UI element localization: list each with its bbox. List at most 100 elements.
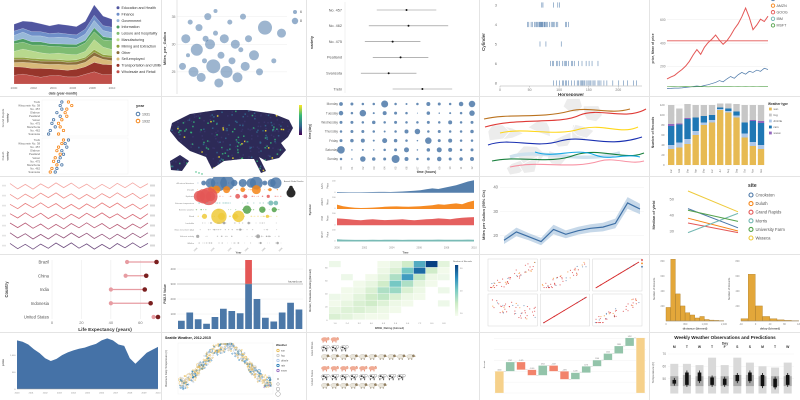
chart-stock-mean-price-line[interactable]: 200 400 600 price, Mean of price AAPL AMZN GOO… [650, 0, 800, 97]
svg-text:distance (binned): distance (binned) [683, 327, 708, 331]
svg-text:20: 20 [325, 307, 328, 309]
svg-text:800: 800 [661, 260, 666, 263]
svg-text:Education and Health: Education and Health [122, 6, 156, 10]
chart-mpg-confidence-line[interactable]: 20 30 40 Miles per Gallon (95% CIs) [480, 177, 650, 255]
svg-text:Duluth: Duluth [756, 201, 769, 206]
svg-text:Manchuria: Manchuria [27, 163, 41, 167]
svg-text:Price: Price [327, 215, 330, 221]
svg-text:GOOG: GOOG [777, 10, 788, 14]
svg-text:8.0: 8.0 [430, 323, 434, 325]
svg-text:40: 40 [109, 320, 114, 325]
svg-text:25: 25 [172, 70, 176, 74]
svg-text:01: 01 [350, 166, 354, 169]
chart-wavy-multi-lines[interactable] [0, 177, 162, 255]
svg-text:Rotten_Tomatoes_Rating (binned: Rotten_Tomatoes_Rating (binned) [308, 269, 312, 311]
svg-text:0: 0 [755, 323, 757, 326]
chart-flight-histograms[interactable]: 200 400 600 800 Number of Records 0 800 1,600 2,… [650, 255, 800, 333]
chart-imdb-binned-heatmap[interactable]: 1.6 2.4 3.2 4.0 4.8 5.6 6.4 7.2 8.0 8.8 0 20 40 60 80 I… [307, 255, 480, 333]
svg-text:04: 04 [383, 166, 387, 169]
svg-text:Peatland: Peatland [327, 56, 342, 60]
svg-text:400: 400 [661, 290, 666, 293]
chart-yield-slope-graph[interactable]: 30 40 50 Median of yield site Crookston Duluth… [650, 177, 800, 255]
svg-text:year: year [136, 103, 145, 108]
mpg-bubbles-canvas: 25 30 35 Miles_per_Gallon 6 8 [162, 0, 302, 94]
chart-life-expectancy-lollipop[interactable]: 0 20 40 60 Country Life Expectancy (years) Bra… [0, 255, 162, 333]
svg-text:Jul: Jul [719, 169, 722, 173]
chart-profit-waterfall[interactable]: Amount 4000 1707 -1425 -1030 1812 -1067 -1481 12… [480, 333, 650, 400]
svg-text:1,600: 1,600 [702, 323, 709, 326]
pm25-threshold-bars-canvas: 100 200 300 400 PM2.5 Value hazardous [163, 260, 303, 329]
svg-text:Volcanic activity: Volcanic activity [180, 235, 194, 238]
svg-text:4: 4 [495, 22, 498, 27]
svg-text:2,400: 2,400 [721, 323, 728, 326]
chart-scatter-matrix[interactable] [480, 255, 650, 333]
svg-text:MSFT: MSFT [777, 24, 788, 28]
svg-text:Trebi: Trebi [34, 100, 41, 104]
chart-sp500-area[interactable]: 0 500 1,000 price 2000 2001 2002 2003 2004 2005 20… [0, 333, 162, 400]
svg-text:Country: Country [4, 281, 9, 298]
svg-text:AMZN: AMZN [321, 198, 324, 205]
svg-text:Crookston: Crookston [756, 193, 776, 198]
svg-text:1920: 1920 [211, 247, 216, 252]
svg-text:MSFT: MSFT [321, 231, 324, 238]
svg-text:Median of yield: Median of yield [651, 200, 656, 229]
svg-text:Svansota: Svansota [28, 132, 40, 136]
chart-livestock-isotype[interactable]: Great Britain United States [307, 333, 480, 400]
chart-seattle-weather-scatter[interactable]: Seattle Weather, 2012-2015 Maximum Daily … [162, 333, 307, 400]
svg-text:Extreme weather: Extreme weather [179, 208, 194, 211]
svg-text:50: 50 [670, 196, 675, 201]
svg-text:hazardous: hazardous [288, 280, 303, 284]
chart-pm25-threshold-bars[interactable]: 100 200 300 400 PM2.5 Value hazardous [162, 255, 307, 333]
svg-text:0: 0 [665, 323, 667, 326]
chart-unemployment-stacked-area[interactable]: 2000 2002 2004 2006 2008 2010 date (year-month… [0, 0, 162, 97]
svg-text:600: 600 [660, 18, 666, 22]
svg-text:1960: 1960 [245, 247, 250, 252]
svg-text:35: 35 [172, 15, 176, 19]
svg-text:1900: 1900 [194, 247, 199, 252]
chart-london-tube-map[interactable] [480, 97, 650, 177]
svg-text:Cylinder: Cylinder [481, 33, 486, 51]
svg-text:-1481: -1481 [562, 369, 567, 371]
svg-text:10: 10 [460, 313, 463, 315]
svg-text:3: 3 [495, 2, 498, 7]
svg-text:Government: Government [122, 19, 142, 23]
svg-text:Apr: Apr [694, 169, 697, 173]
svg-text:1388: 1388 [617, 344, 621, 346]
chart-mpg-bubble-scatter[interactable]: 25 30 35 Miles_per_Gallon 6 8 [162, 0, 307, 97]
svg-text:Transportation and Utilities: Transportation and Utilities [122, 64, 163, 68]
svg-text:delay (binned): delay (binned) [760, 327, 780, 331]
svg-text:60: 60 [662, 365, 666, 369]
chart-us-county-choropleth[interactable] [162, 97, 307, 177]
chart-seattle-weather-stacked-bars[interactable]: 0 20 40 60 80 100 120 Number of Records Jan Feb Ma… [650, 97, 800, 177]
svg-text:Miles per Gallon (95% CIs): Miles per Gallon (95% CIs) [481, 189, 486, 240]
seattle-weather-scatter-canvas: Seattle Weather, 2012-2015 Maximum Daily … [164, 336, 289, 397]
svg-text:Manufacturing: Manufacturing [122, 38, 145, 42]
seattle-weather-bars-canvas: 0 20 40 60 80 100 120 Number of Records Jan Feb Ma… [651, 102, 788, 173]
chart-natural-disaster-bubbles[interactable]: All natural disasters Drought Epidemic Extr… [162, 177, 307, 255]
chart-barley-error-bars[interactable]: variety No. 457 No. 462 No. 475 Peatland Svan… [307, 0, 480, 97]
svg-text:00: 00 [339, 166, 343, 169]
chart-stock-price-facets[interactable]: Symbol AAPL Price 200 0 AMZN Price 200 0 IBM Price… [307, 177, 480, 255]
svg-text:200: 200 [615, 88, 621, 92]
svg-text:Number of Records: Number of Records [652, 277, 656, 300]
chart-barley-trellis-dots[interactable]: Grand Rapids variety Trebi Wisconsin No. 38… [0, 97, 162, 177]
svg-text:09: 09 [437, 166, 441, 169]
svg-text:4000: 4000 [497, 369, 501, 371]
svg-text:1228: 1228 [573, 371, 577, 373]
svg-text:Velvet: Velvet [32, 156, 40, 160]
chart-cylinder-strip-plot[interactable]: Cylinder 3 4 5 6 8 0 50 100 150 200 Horsepower [480, 0, 650, 97]
chart-weekly-weather-predictions[interactable]: Weekly Weather Observations and Predicti… [650, 333, 800, 400]
svg-text:Trebi: Trebi [34, 138, 41, 142]
svg-text:date (year-month): date (year-month) [49, 92, 78, 96]
svg-text:03: 03 [372, 166, 376, 169]
svg-text:600: 600 [661, 275, 666, 278]
svg-text:200: 200 [661, 305, 666, 308]
svg-text:70: 70 [662, 352, 666, 356]
svg-text:Information: Information [122, 25, 140, 29]
svg-text:drizzle: drizzle [281, 360, 289, 363]
life-expectancy-lollipop-canvas: 0 20 40 60 Country Life Expectancy (years) Bra… [4, 260, 161, 332]
svg-text:8.8: 8.8 [442, 323, 446, 325]
svg-text:0: 0 [326, 320, 328, 322]
chart-punch-card[interactable]: time (day) Monday Tuesday Wednesday Thursday… [307, 97, 480, 177]
